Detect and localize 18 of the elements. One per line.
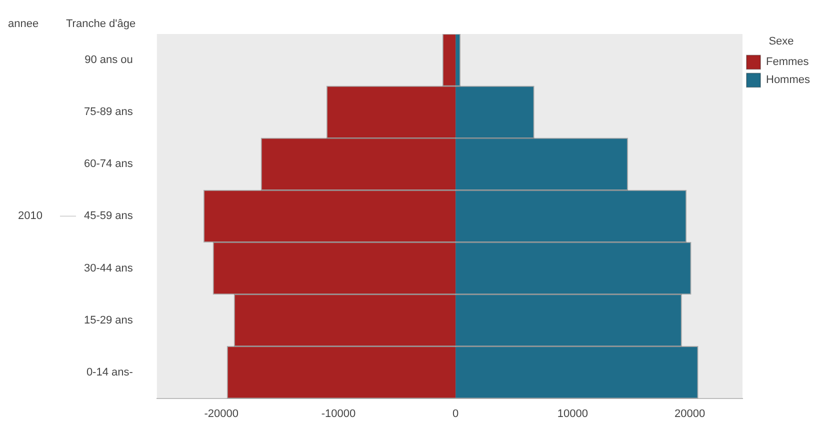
text: annee: [8, 18, 39, 30]
y-tick-label: 60-74 ans: [84, 158, 134, 170]
y-tick-label: 15-29 ans: [84, 314, 134, 326]
x-tick-label: 20000: [674, 408, 706, 420]
x-tick-label: 10000: [557, 408, 588, 420]
x-tick-label: -10000: [321, 408, 356, 420]
text: 2010: [18, 210, 42, 222]
y-tick-label: 0-14 ans-: [86, 366, 134, 378]
y-tick-label: 45-59 ans: [84, 210, 134, 222]
legend-label: Femmes: [766, 56, 810, 68]
legend-title: Sexe: [768, 36, 794, 48]
x-tick-label: -20000: [204, 408, 238, 420]
y-axis-title: Tranche d'âge: [66, 18, 136, 30]
y-tick-label: 30-44 ans: [84, 262, 134, 274]
x-tick-label: 0: [452, 408, 459, 420]
legend-label: Hommes: [766, 74, 810, 86]
y-tick-label: 75-89 ans: [84, 106, 134, 118]
y-tick-label: 90 ans ou: [84, 54, 133, 66]
